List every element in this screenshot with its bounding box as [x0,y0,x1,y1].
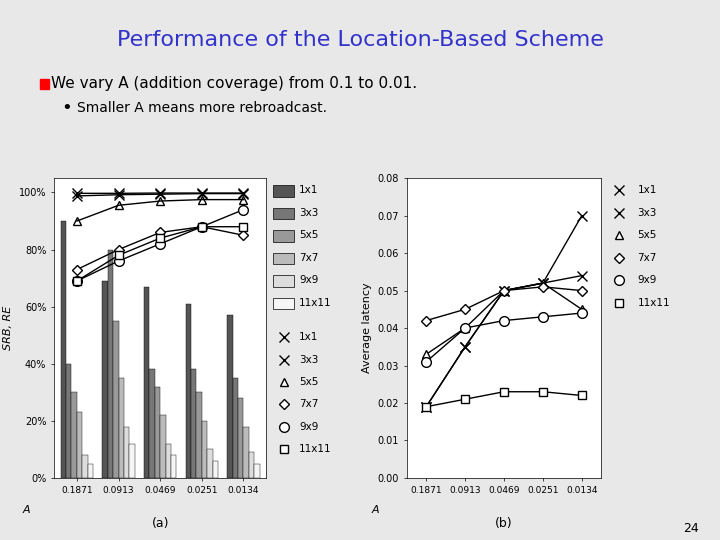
Bar [77,412,82,478]
Text: 1x1: 1x1 [638,185,657,195]
Bar [228,315,233,478]
Bar [243,427,249,478]
Text: 3x3: 3x3 [300,355,318,365]
Text: A: A [372,505,379,515]
Bar [233,378,238,478]
Bar [166,444,171,478]
Bar [88,464,93,478]
Text: We vary A (addition coverage) from 0.1 to 0.01.: We vary A (addition coverage) from 0.1 t… [51,76,418,91]
Text: Performance of the Location-Based Scheme: Performance of the Location-Based Scheme [117,30,603,50]
Text: 5x5: 5x5 [300,230,318,240]
Bar [155,387,161,478]
Bar [273,185,294,197]
Bar [124,427,130,478]
Bar [160,415,166,478]
Bar [186,304,191,478]
Bar [273,275,294,287]
Text: 5x5: 5x5 [638,230,657,240]
Text: (b): (b) [495,517,513,530]
Bar [144,287,149,478]
Text: A: A [22,505,30,515]
Text: •: • [61,99,72,117]
Text: 5x5: 5x5 [300,377,318,387]
Bar [102,281,108,478]
Text: Smaller A means more rebroadcast.: Smaller A means more rebroadcast. [77,101,327,115]
Text: 1x1: 1x1 [300,185,318,195]
Text: 3x3: 3x3 [300,208,318,218]
Bar [149,369,155,478]
Bar [66,364,71,478]
Bar [113,321,119,478]
Bar [254,464,260,478]
Bar [273,253,294,264]
Text: 9x9: 9x9 [638,275,657,285]
Text: 9x9: 9x9 [300,275,318,285]
Bar [171,455,176,478]
Y-axis label: Average latency: Average latency [362,283,372,373]
Bar [191,369,197,478]
Bar [273,208,294,219]
Bar [273,231,294,242]
Bar [249,452,254,478]
Bar [197,392,202,478]
Bar [273,298,294,309]
Text: 1x1: 1x1 [300,332,318,342]
Bar [238,398,243,478]
Text: 7x7: 7x7 [300,400,318,409]
Text: 9x9: 9x9 [300,422,318,432]
Bar [130,444,135,478]
Text: 11x11: 11x11 [300,444,332,455]
Text: 7x7: 7x7 [300,253,318,262]
Y-axis label: SRB, RE: SRB, RE [4,306,13,350]
Text: 11x11: 11x11 [300,298,332,308]
Bar [212,461,218,478]
Bar [207,449,212,478]
Bar [108,249,113,478]
Bar [71,392,77,478]
Text: 11x11: 11x11 [638,298,670,308]
Text: (a): (a) [151,517,169,530]
Bar [60,221,66,478]
Bar [202,421,207,478]
Text: 3x3: 3x3 [638,208,657,218]
Bar [119,378,124,478]
Bar [82,455,88,478]
Text: 7x7: 7x7 [638,253,657,262]
Text: 24: 24 [683,522,698,535]
